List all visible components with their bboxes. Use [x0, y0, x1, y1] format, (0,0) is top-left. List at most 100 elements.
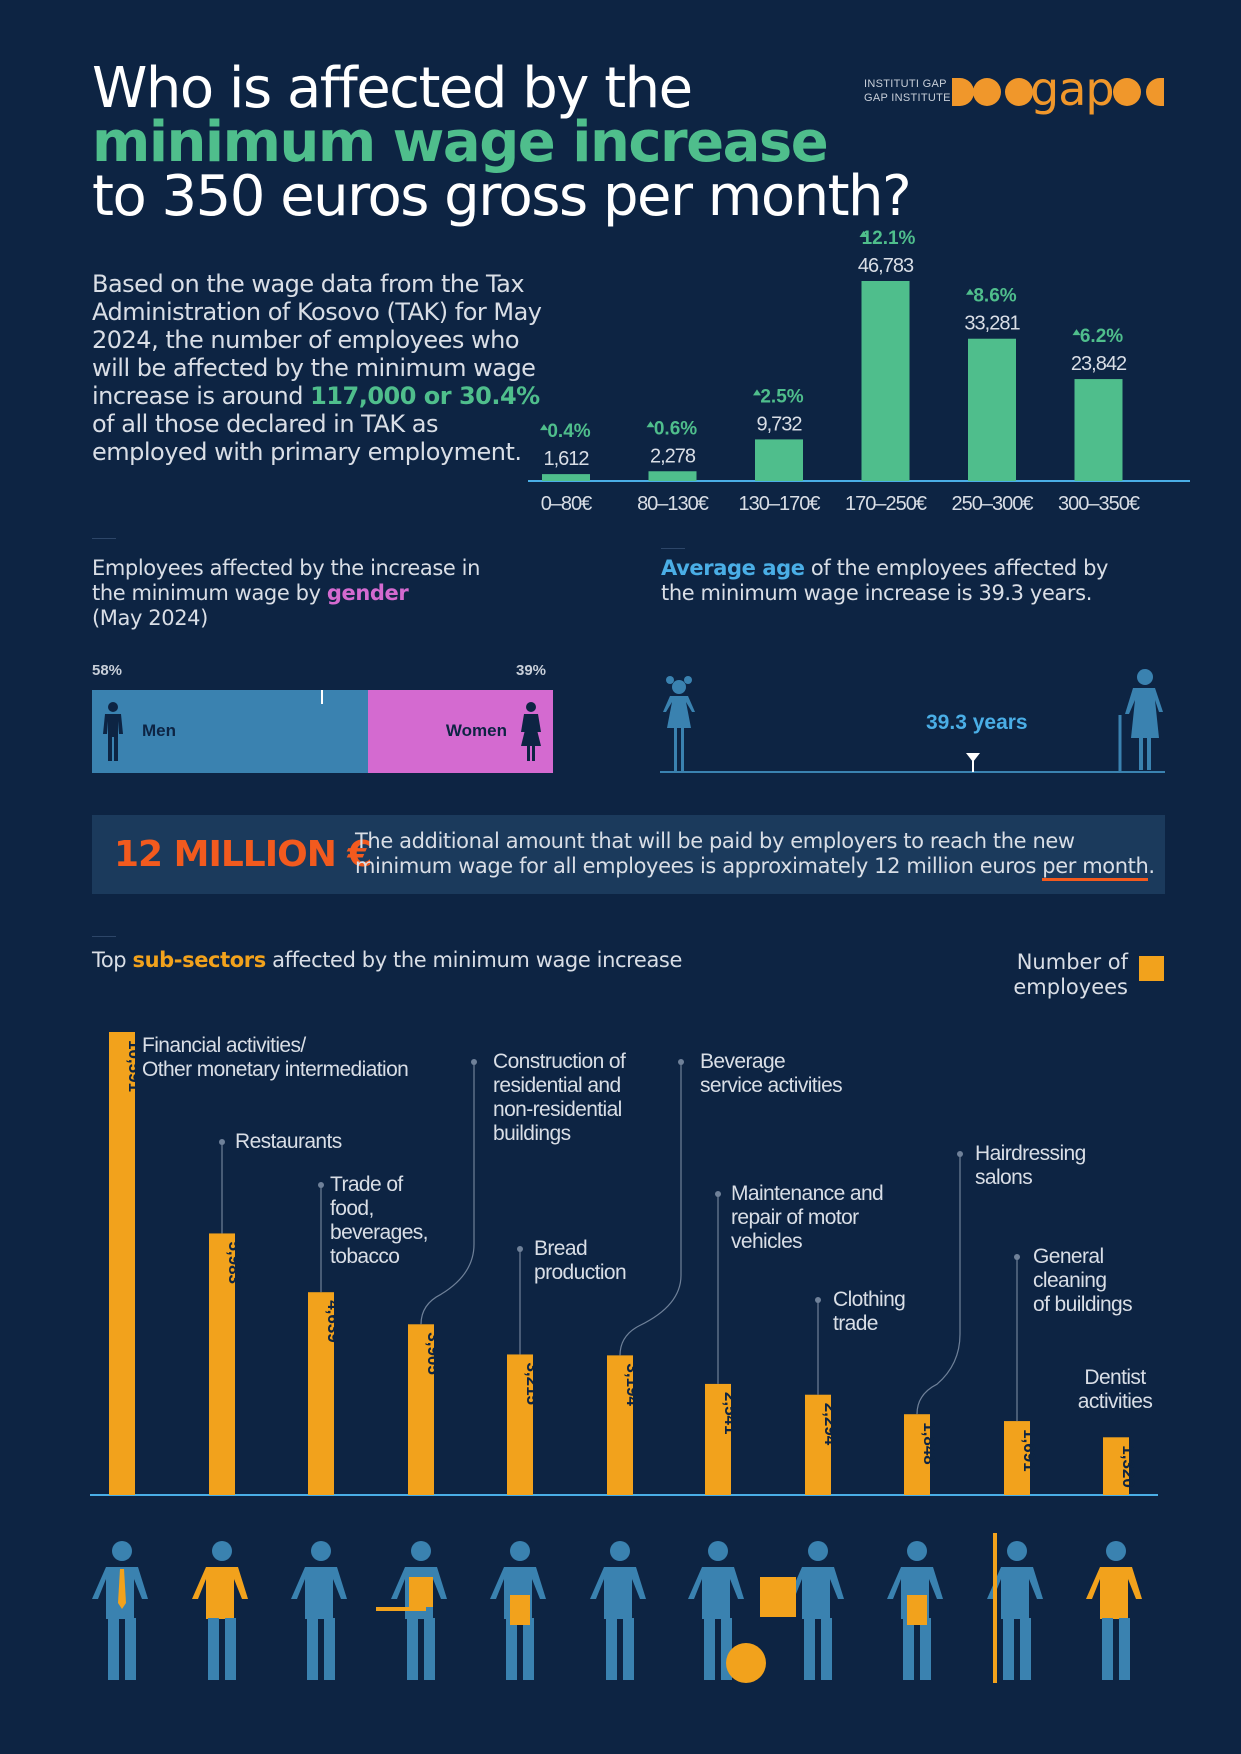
elderly-icon	[1118, 669, 1163, 772]
divider	[92, 538, 116, 539]
subsector-bar-category: trade	[833, 1312, 878, 1335]
page-title: Who is affected by the minimum wage incr…	[92, 56, 912, 229]
money-description: The additional amount that will be paid …	[355, 829, 1155, 881]
label-dot	[517, 1246, 523, 1252]
subsector-label-text-end: affected by the minimum wage increase	[265, 948, 682, 972]
subsector-bar-value: 3,905	[424, 1332, 443, 1375]
subsector-label-highlight: sub-sectors	[132, 948, 267, 972]
age-label-text: of the employees affected by the minimum…	[661, 556, 1109, 605]
up-arrow-icon	[753, 389, 761, 396]
label-dot	[957, 1151, 963, 1157]
subsector-bar	[805, 1394, 831, 1495]
wage-bar-category: 300–350€	[1058, 493, 1140, 515]
subsector-bar-value: 1,848	[920, 1422, 939, 1465]
logo-caption-line-2: GAP INSTITUTE	[864, 92, 951, 104]
wage-bar-value: 33,281	[964, 313, 1020, 335]
wage-bar-percent: 2.5%	[760, 386, 803, 407]
worker-icon	[1086, 1541, 1142, 1680]
worker-icon	[688, 1541, 766, 1683]
wage-bar-category: 170–250€	[845, 493, 927, 515]
subsector-bar	[408, 1324, 434, 1495]
title-line-1: Who is affected by the	[92, 56, 693, 121]
wage-bar-percent: 12.1%	[862, 228, 916, 249]
subsector-bar-value: 5,983	[225, 1241, 244, 1284]
subsector-bar	[209, 1233, 235, 1495]
subsector-bar	[607, 1355, 633, 1495]
women-label: Women	[445, 721, 507, 740]
up-arrow-icon	[859, 231, 868, 237]
subsector-bar-category: tobacco	[330, 1245, 399, 1268]
gender-label-highlight: gender	[326, 581, 409, 605]
highlight-box	[92, 815, 1165, 894]
wage-bar-value: 23,842	[1071, 353, 1127, 375]
gender-label-text: Employees affected by the increase in th…	[92, 556, 481, 605]
money-text: The additional amount that will be paid …	[355, 829, 1075, 878]
money-amount: 12 MILLION €	[114, 834, 372, 875]
subsector-bar-category: service activities	[700, 1074, 842, 1097]
age-section-label: Average age of the employees affected by…	[661, 556, 1141, 606]
age-marker-label: 39.3 years	[926, 711, 1028, 734]
subsector-bar-category: General	[1033, 1245, 1104, 1268]
divider	[661, 548, 685, 549]
women-percent: 39%	[516, 662, 547, 679]
subsector-bar-category: beverages,	[330, 1221, 428, 1244]
intro-highlight: 117,000 or 30.4%	[310, 382, 540, 410]
wage-bar	[648, 471, 697, 481]
label-connector	[619, 1062, 682, 1356]
wage-bar-percent: 6.2%	[1080, 326, 1123, 347]
subsector-bar-category: production	[534, 1261, 626, 1284]
women-segment: Women	[368, 690, 553, 773]
subsector-bar-category: Dentist	[1084, 1366, 1146, 1389]
logo-word: gap	[1030, 62, 1115, 116]
men-percent: 58%	[92, 662, 123, 679]
wage-bar	[1074, 379, 1123, 481]
subsector-bar	[705, 1383, 731, 1495]
up-arrow-icon	[646, 421, 655, 428]
age-scale	[660, 669, 1165, 773]
subsector-bar-category: activities	[1078, 1390, 1153, 1413]
logo-caption-line-1: INSTITUTI GAP	[864, 78, 947, 90]
subsector-bar-value: 3,194	[623, 1363, 642, 1406]
worker-icon	[192, 1541, 248, 1680]
subsector-bar-category: non-residential	[493, 1098, 622, 1121]
wage-bar-value: 9,732	[756, 413, 802, 435]
money-text-underlined: per month	[1042, 854, 1149, 881]
worker-icon	[887, 1541, 943, 1680]
subsector-bar-value: 4,639	[324, 1300, 343, 1343]
subsector-bar-category: food,	[330, 1197, 374, 1220]
intro-text-end: of all those declared in TAK as employed…	[92, 410, 522, 466]
label-dot	[715, 1191, 721, 1197]
subsector-bar-value: 1,691	[1020, 1429, 1039, 1472]
wage-bracket-chart: 1,612 0.4% 0–80€ 2,278 0.6% 80–130€ 9,732 2.5% 1…	[528, 228, 1190, 515]
intro-paragraph: Based on the wage data from the Tax Admi…	[92, 270, 542, 466]
subsector-bar	[1103, 1437, 1129, 1495]
subsector-bar-category: residential and	[493, 1074, 621, 1097]
wage-bar-percent: 0.6%	[654, 418, 697, 439]
subsector-bar	[507, 1354, 533, 1495]
label-dot	[471, 1059, 477, 1065]
subsector-bar	[308, 1292, 334, 1495]
age-label-highlight: Average age	[661, 556, 805, 580]
title-line-3: to 350 euros gross per month?	[92, 164, 912, 229]
wage-bar-category: 130–170€	[739, 493, 821, 515]
subsector-bar-category: Other monetary intermediation	[142, 1058, 408, 1081]
subsector-bar-category: buildings	[493, 1122, 571, 1145]
intro-text: Based on the wage data from the Tax Admi…	[92, 270, 542, 410]
age-marker-icon	[966, 753, 980, 772]
label-dot	[318, 1182, 324, 1188]
label-dot	[678, 1059, 684, 1065]
subsector-bar-value: 10,591	[125, 1040, 144, 1092]
wage-bar-percent: 0.4%	[547, 421, 590, 442]
wage-bar-category: 0–80€	[541, 493, 592, 515]
subsector-bar-category: of buildings	[1033, 1293, 1132, 1316]
subsector-bar-value: 2,541	[721, 1392, 740, 1435]
title-line-2: minimum wage increase	[92, 110, 829, 175]
money-text-end: .	[1148, 854, 1155, 878]
wage-bar-value: 46,783	[858, 255, 914, 277]
subsector-bar-category: Hairdressing	[975, 1142, 1086, 1165]
man-icon	[103, 702, 123, 761]
men-label: Men	[142, 721, 176, 740]
worker-icon	[590, 1541, 646, 1680]
subsector-bar-category: Maintenance and	[731, 1182, 883, 1205]
